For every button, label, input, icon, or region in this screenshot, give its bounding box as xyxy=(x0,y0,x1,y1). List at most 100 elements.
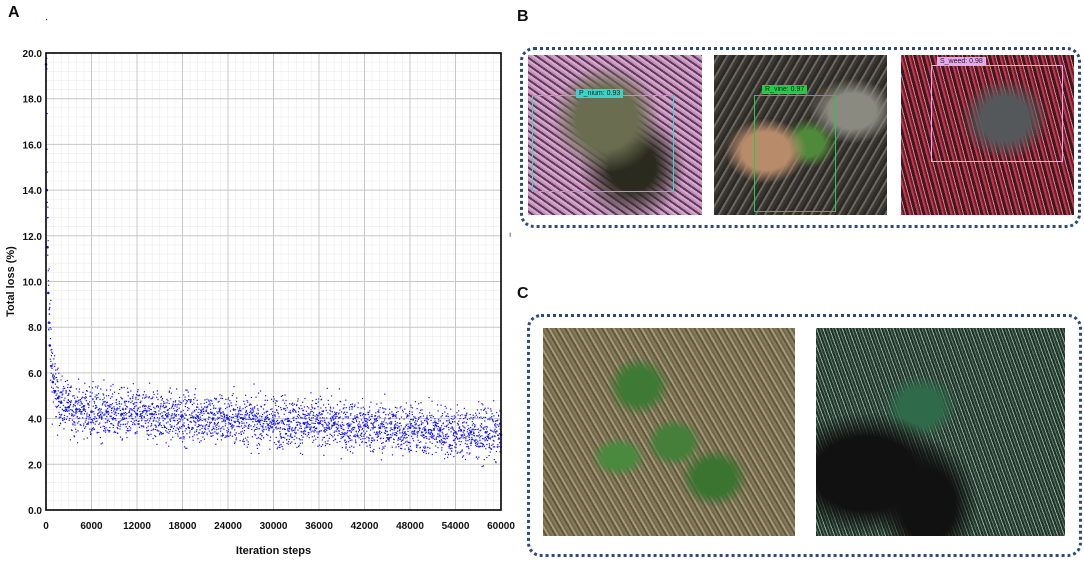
loss-point xyxy=(66,401,68,403)
loss-point xyxy=(366,436,368,438)
loss-point xyxy=(424,426,426,428)
loss-point xyxy=(60,379,62,381)
loss-point xyxy=(461,434,463,436)
loss-point xyxy=(287,443,289,445)
loss-point xyxy=(277,413,279,415)
loss-point xyxy=(314,427,317,430)
loss-point xyxy=(405,413,407,415)
loss-point xyxy=(247,418,249,421)
loss-point xyxy=(187,426,190,428)
loss-point xyxy=(196,419,199,421)
loss-point xyxy=(285,418,287,420)
loss-point xyxy=(157,421,159,423)
loss-point xyxy=(249,416,251,418)
loss-point xyxy=(398,418,401,420)
loss-point xyxy=(202,436,204,438)
loss-point xyxy=(204,399,206,401)
loss-point xyxy=(344,439,346,441)
loss-point xyxy=(82,425,85,427)
loss-point xyxy=(349,451,352,453)
loss-point xyxy=(179,437,181,439)
loss-point xyxy=(425,450,427,452)
loss-point xyxy=(201,419,203,422)
loss-point xyxy=(277,446,279,448)
loss-point xyxy=(362,406,364,408)
loss-point xyxy=(207,405,209,407)
loss-point xyxy=(194,431,196,433)
loss-point xyxy=(438,441,441,443)
loss-point xyxy=(382,423,385,426)
loss-point xyxy=(243,400,245,402)
loss-point xyxy=(208,424,211,426)
loss-point xyxy=(273,442,275,444)
loss-point xyxy=(280,420,282,422)
loss-point xyxy=(342,428,344,430)
loss-point xyxy=(298,407,300,409)
loss-point xyxy=(461,456,464,458)
loss-point xyxy=(204,427,206,429)
stray-mark: ı xyxy=(509,230,512,239)
loss-point xyxy=(77,418,79,420)
loss-point xyxy=(64,408,66,410)
loss-point xyxy=(174,420,176,422)
loss-point xyxy=(75,388,78,390)
loss-point xyxy=(153,417,156,419)
loss-point xyxy=(353,435,356,437)
loss-point xyxy=(138,426,141,428)
loss-point xyxy=(274,424,276,426)
loss-point xyxy=(75,411,77,413)
loss-point xyxy=(112,419,114,421)
loss-point xyxy=(453,429,455,432)
loss-point xyxy=(177,422,179,425)
loss-point xyxy=(180,411,182,413)
loss-point xyxy=(296,437,298,439)
loss-point xyxy=(366,445,368,447)
loss-point xyxy=(252,409,254,411)
loss-point xyxy=(236,416,239,419)
loss-point xyxy=(218,400,220,403)
loss-point xyxy=(444,438,446,440)
loss-point xyxy=(122,407,124,410)
loss-point xyxy=(339,416,341,419)
loss-point xyxy=(330,410,332,412)
loss-point xyxy=(233,385,235,388)
loss-point xyxy=(177,421,180,423)
loss-point xyxy=(211,412,214,414)
loss-point xyxy=(377,416,379,418)
loss-point xyxy=(144,396,147,398)
loss-point xyxy=(92,398,94,401)
loss-point xyxy=(136,394,138,396)
loss-point xyxy=(389,421,392,423)
loss-point xyxy=(371,437,373,439)
loss-point xyxy=(328,426,330,428)
loss-point xyxy=(446,456,449,458)
loss-point xyxy=(257,408,259,410)
loss-point xyxy=(170,439,172,441)
loss-point xyxy=(76,411,78,413)
loss-point xyxy=(238,423,241,425)
loss-point xyxy=(234,434,237,436)
loss-point xyxy=(439,420,442,422)
loss-point xyxy=(310,409,312,411)
loss-point xyxy=(304,433,307,435)
panel-b-frame xyxy=(520,47,1081,228)
loss-point xyxy=(386,434,389,436)
loss-point xyxy=(493,446,496,448)
loss-point xyxy=(430,435,433,437)
loss-point xyxy=(347,416,349,418)
loss-point xyxy=(317,433,319,435)
loss-point xyxy=(443,428,445,430)
loss-point xyxy=(111,393,114,395)
loss-point xyxy=(356,433,358,435)
loss-point xyxy=(475,414,477,416)
loss-point xyxy=(293,409,296,411)
loss-point xyxy=(272,431,274,433)
loss-point xyxy=(439,427,441,429)
loss-point xyxy=(442,437,444,439)
loss-point xyxy=(412,425,414,427)
loss-point xyxy=(225,435,227,437)
loss-point xyxy=(365,423,367,425)
loss-point xyxy=(201,414,203,416)
loss-point xyxy=(318,398,320,400)
loss-point xyxy=(143,409,145,412)
